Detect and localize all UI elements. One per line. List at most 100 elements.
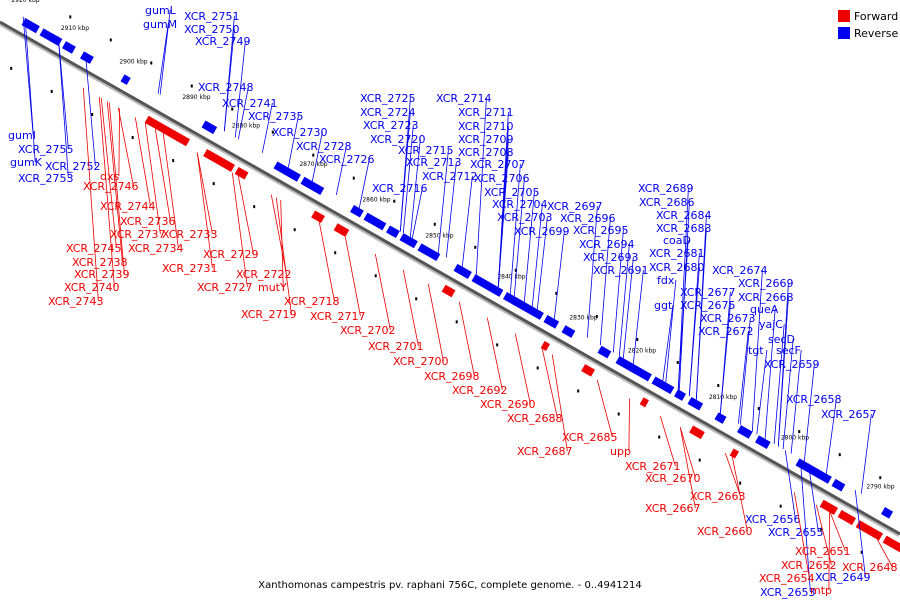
gene-label-queA: queA: [750, 303, 779, 316]
gene-label-XCR_2673: XCR_2673: [700, 312, 756, 325]
reverse-gene-14: [453, 263, 472, 279]
connector-XCR_2749: [234, 40, 246, 138]
gene-label-XCR_2685: XCR_2685: [562, 431, 618, 444]
marker-dot: [595, 314, 598, 318]
reverse-gene-24: [674, 389, 687, 401]
marker-dot: [617, 412, 620, 416]
gene-label-XCR_2755: XCR_2755: [18, 143, 74, 156]
marker-dot: [838, 453, 841, 457]
reverse-gene-26: [714, 412, 727, 424]
connector-XCR_2700: [427, 283, 444, 362]
connector-XCR_2693: [622, 256, 634, 359]
gene-label-XCR_2733: XCR_2733: [162, 228, 218, 241]
reverse-gene-9: [350, 204, 364, 218]
connector-XCR_2750: [223, 28, 235, 132]
reverse-gene-8: [314, 184, 325, 196]
marker-dot: [352, 176, 355, 180]
gene-label-XCR_2681: XCR_2681: [649, 247, 705, 260]
gene-label-XCR_2695: XCR_2695: [573, 224, 629, 237]
tick-label-2860: 2860 kbp: [362, 197, 390, 204]
marker-dot: [496, 343, 499, 347]
gene-label-XCR_2738: XCR_2738: [72, 256, 128, 269]
connector-XCR_2668: [777, 296, 789, 447]
connector-XCR_2738: [106, 101, 123, 263]
tick-label-2880: 2880 kbp: [232, 122, 260, 129]
marker-dot: [536, 366, 539, 370]
connector-secF: [790, 349, 802, 454]
legend-label-forward: Forward: [854, 10, 898, 23]
marker-dot: [10, 66, 13, 70]
connector-XCR_2692: [486, 317, 503, 391]
gene-label-XCR_2653: XCR_2653: [760, 586, 816, 599]
marker-dot: [271, 130, 274, 134]
connector-gumM: [157, 23, 169, 94]
gene-label-upp: upp: [610, 445, 631, 458]
connector-XCR_2680: [688, 266, 700, 396]
connector-XCR_2724: [399, 111, 411, 232]
marker-dot: [658, 435, 661, 439]
reverse-gene-27: [737, 425, 753, 439]
marker-dot: [455, 320, 458, 324]
reverse-gene-23: [651, 376, 675, 395]
connector-XCR_2718: [318, 221, 335, 302]
forward-gene-5: [311, 210, 325, 224]
gene-label-XCR_2717: XCR_2717: [310, 310, 366, 323]
marker-dot: [779, 504, 782, 508]
marker-dot: [474, 245, 477, 249]
marker-dot: [820, 527, 823, 531]
reverse-gene-30: [831, 478, 846, 492]
gene-label-XCR_2744: XCR_2744: [100, 200, 156, 213]
connector-XCR_2704: [531, 203, 543, 307]
forward-gene-16: [882, 535, 900, 553]
reverse-gene-19: [561, 325, 576, 338]
forward-gene-9: [581, 364, 595, 377]
gene-label-XCR_2667: XCR_2667: [645, 502, 701, 515]
reverse-gene-11: [386, 225, 400, 239]
reverse-gene-1: [39, 28, 63, 47]
marker-dot: [150, 61, 153, 65]
gene-label-XCR_2740: XCR_2740: [64, 281, 120, 294]
gene-label-XCR_2731: XCR_2731: [162, 262, 218, 275]
connector-XCR_2736: [154, 128, 171, 222]
connector-XCR_2708: [497, 151, 509, 288]
connector-XCR_2731: [196, 152, 213, 269]
gene-label-XCR_2683: XCR_2683: [656, 222, 712, 235]
gene-label-XCR_2686: XCR_2686: [639, 196, 695, 209]
reverse-gene-10: [363, 212, 387, 231]
gene-label-XCR_2710: XCR_2710: [458, 120, 514, 133]
reverse-gene-2: [62, 41, 76, 54]
connector-XCR_2743: [82, 87, 99, 302]
gene-label-XCR_2716: XCR_2716: [372, 182, 428, 195]
gene-label-XCR_2737: XCR_2737: [110, 228, 166, 241]
gene-label-XCR_2703: XCR_2703: [497, 211, 553, 224]
gene-label-XCR_2720: XCR_2720: [370, 133, 426, 146]
gene-label-XCR_2743: XCR_2743: [48, 295, 104, 308]
gene-label-XCR_2719: XCR_2719: [241, 308, 297, 321]
reverse-gene-29: [795, 458, 832, 484]
gene-label-XCR_2651: XCR_2651: [795, 545, 851, 558]
gene-label-XCR_2705: XCR_2705: [484, 186, 540, 199]
gene-label-XCR_2694: XCR_2694: [579, 238, 635, 251]
gene-label-XCR_2725: XCR_2725: [360, 92, 416, 105]
marker-dot: [253, 205, 256, 209]
connector-XCR_2746: [117, 107, 134, 187]
marker-dot: [798, 430, 801, 434]
forward-gene-4: [234, 166, 249, 180]
gene-label-XCR_2746: XCR_2746: [83, 180, 139, 193]
gene-label-XCR_2699: XCR_2699: [514, 225, 570, 238]
gene-label-XCR_2753: XCR_2753: [18, 172, 74, 185]
gene-label-XCR_2670: XCR_2670: [645, 472, 701, 485]
connector-yajC: [773, 323, 785, 445]
marker-dot: [757, 407, 760, 411]
connector-XCR_2698: [458, 301, 475, 377]
connector-coaD: [677, 239, 689, 390]
connector-gumI: [22, 16, 34, 136]
gene-label-XCR_2659: XCR_2659: [764, 358, 820, 371]
marker-dot: [860, 550, 863, 554]
connector-XCR_2739: [108, 102, 125, 275]
reverse-gene-21: [615, 356, 639, 374]
gene-label-XCR_2735: XCR_2735: [248, 110, 304, 123]
gene-label-yajC: yajC: [759, 318, 783, 331]
gene-label-XCR_2741: XCR_2741: [222, 97, 278, 110]
gene-label-XCR_2696: XCR_2696: [560, 212, 616, 225]
